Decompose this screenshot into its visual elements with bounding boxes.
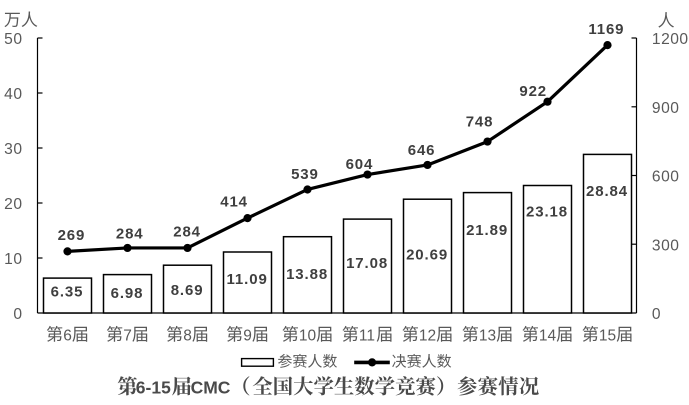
svg-text:6.98: 6.98 [111,285,144,302]
svg-text:17.08: 17.08 [346,255,388,272]
svg-text:1200: 1200 [652,31,689,48]
svg-text:20.69: 20.69 [406,247,448,264]
svg-text:21.89: 21.89 [466,222,508,239]
svg-text:20: 20 [4,196,22,213]
svg-text:414: 414 [220,193,248,210]
svg-text:284: 284 [173,224,201,241]
svg-text:6: 6 [63,327,72,344]
svg-text:539: 539 [291,166,319,183]
svg-text:900: 900 [652,100,680,117]
svg-text:15: 15 [599,327,616,344]
svg-text:8: 8 [183,327,192,344]
svg-text:30: 30 [4,141,22,158]
svg-text:6-15: 6-15 [136,378,171,398]
svg-text:14: 14 [539,327,557,344]
svg-text:0: 0 [652,306,661,323]
svg-text:284: 284 [116,226,144,243]
svg-text:646: 646 [408,142,436,159]
svg-text:1169: 1169 [588,21,624,38]
svg-text:12: 12 [419,327,436,344]
svg-text:8.69: 8.69 [171,282,204,299]
svg-text:23.18: 23.18 [526,203,568,220]
svg-text:11: 11 [359,327,375,344]
svg-text:11.09: 11.09 [226,271,267,288]
svg-text:13: 13 [479,327,496,344]
svg-text:10: 10 [4,251,22,268]
svg-text:10: 10 [299,327,317,344]
svg-text:40: 40 [4,86,22,103]
svg-text:0: 0 [13,306,22,323]
svg-text:7: 7 [123,327,132,344]
svg-text:604: 604 [346,156,374,173]
svg-text:748: 748 [466,114,494,131]
svg-text:300: 300 [652,237,680,254]
svg-text:CMC: CMC [191,378,231,398]
svg-text:50: 50 [4,31,22,48]
svg-text:269: 269 [58,227,86,244]
svg-text:6.35: 6.35 [51,283,84,300]
svg-text:600: 600 [652,169,680,186]
svg-text:9: 9 [243,327,252,344]
svg-text:922: 922 [519,83,547,100]
svg-text:28.84: 28.84 [586,183,628,200]
svg-text:13.88: 13.88 [286,266,328,283]
